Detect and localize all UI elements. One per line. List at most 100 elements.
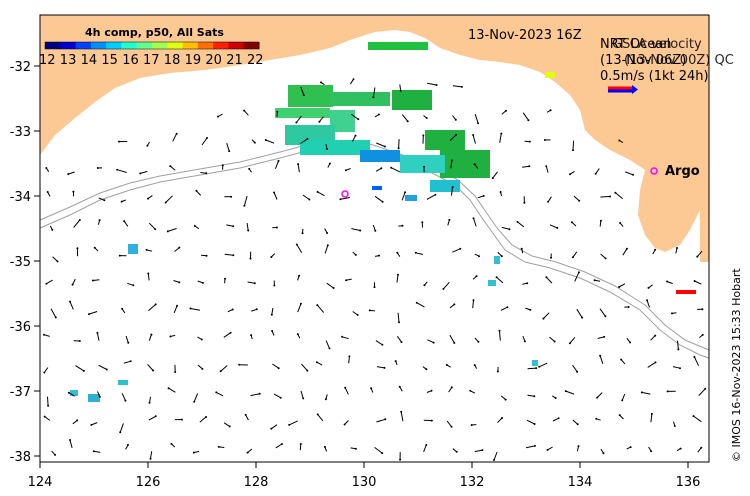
velocity-arrow-head [528, 140, 531, 143]
velocity-arrow [148, 304, 157, 312]
velocity-arrow [396, 336, 402, 343]
velocity-arrow-head [604, 257, 607, 260]
velocity-arrow [599, 355, 604, 365]
velocity-arrow-head [92, 279, 94, 282]
velocity-arrow-head [82, 369, 85, 372]
x-tick-label: 124 [28, 475, 53, 490]
sst-observations [70, 42, 696, 402]
velocity-arrow-head [345, 169, 347, 172]
velocity-arrow-head [478, 255, 480, 258]
velocity-arrow-head [384, 418, 387, 421]
velocity-arrow-head [243, 109, 246, 112]
velocity-arrow [415, 252, 424, 255]
colorbar-segment [75, 42, 92, 49]
velocity-arrow [325, 340, 330, 349]
velocity-arrow-head [625, 247, 628, 250]
velocity-arrow-head [453, 341, 456, 344]
velocity-arrow [119, 423, 124, 433]
velocity-arrow-head [148, 401, 151, 404]
velocity-arrow-head [529, 308, 532, 311]
velocity-arrow-head [270, 313, 273, 316]
velocity-arrow-head [475, 275, 478, 278]
velocity-arrow-head [189, 307, 192, 310]
velocity-arrow-head [406, 120, 409, 123]
velocity-arrow-head [650, 412, 653, 415]
velocity-arrow [398, 139, 400, 149]
velocity-arrow-head [422, 134, 425, 137]
velocity-arrow-head [67, 173, 70, 176]
velocity-arrow-head [205, 416, 207, 418]
velocity-arrow-head [602, 452, 605, 455]
velocity-arrow-head [501, 417, 503, 419]
colorbar-tick-label: 16 [122, 53, 139, 68]
velocity-arrow-head [277, 159, 280, 162]
velocity-arrow [527, 394, 535, 397]
velocity-arrow-head [147, 197, 149, 200]
velocity-arrow-head [118, 254, 121, 257]
colorbar-tick-label: 17 [143, 53, 160, 68]
colorbar-segment [197, 42, 214, 49]
velocity-arrow-head [178, 246, 181, 249]
velocity-arrow-head [123, 220, 126, 223]
map-frame [39, 14, 710, 463]
velocity-arrow-head [368, 309, 371, 312]
velocity-arrow [296, 115, 302, 123]
velocity-arrow-head [459, 247, 462, 250]
velocity-arrow [474, 113, 479, 124]
velocity-arrow-head [469, 389, 472, 392]
velocity-arrow-head [332, 287, 335, 289]
colorbar-segment [182, 42, 199, 49]
velocity-arrow [173, 280, 180, 283]
velocity-arrow-head [533, 444, 536, 447]
velocity-arrow [473, 218, 477, 227]
velocity-arrow-head [356, 313, 359, 316]
velocity-arrow [50, 308, 57, 318]
velocity-arrow [271, 307, 274, 315]
velocity-arrow [201, 137, 208, 146]
velocity-arrow-head [295, 243, 298, 246]
velocity-arrow-head [253, 141, 256, 144]
velocity-arrow-head [295, 121, 298, 124]
velocity-arrow [127, 282, 134, 286]
velocity-arrow-head [93, 246, 96, 249]
colorbar-tick-label: 13 [60, 53, 77, 68]
velocity-arrow-head [538, 365, 541, 368]
y-tick-label: -37 [10, 385, 31, 400]
velocity-arrow-head [217, 115, 219, 118]
velocity-arrow-head [98, 395, 101, 398]
colorbar-segment [136, 42, 153, 49]
velocity-arrow-head [650, 450, 653, 453]
velocity-arrow-head [453, 303, 456, 306]
velocity-arrow-head [434, 193, 437, 196]
velocity-arrow [223, 332, 231, 338]
velocity-arrow [376, 366, 385, 369]
velocity-arrow-head [306, 369, 309, 372]
velocity-arrow [344, 387, 349, 395]
velocity-arrow-head [604, 315, 607, 318]
argo-float-marker [650, 167, 658, 175]
velocity-arrow [517, 221, 525, 228]
velocity-arrow-head [526, 282, 529, 285]
velocity-arrow-head [228, 150, 231, 153]
velocity-arrow-head [357, 118, 360, 121]
velocity-arrow [546, 276, 553, 284]
legend-line2a: (13-Nov 06Z) [600, 53, 686, 68]
velocity-arrow-head [397, 273, 399, 276]
velocity-arrow-head [152, 369, 155, 372]
velocity-arrow-head [377, 113, 380, 116]
velocity-arrow-head [693, 280, 696, 282]
velocity-arrow-head [554, 397, 557, 399]
velocity-arrow-head [264, 139, 267, 141]
velocity-arrow [493, 451, 498, 461]
velocity-arrow-head [169, 165, 172, 168]
velocity-arrow-head [396, 251, 399, 254]
velocity-arrow [449, 134, 457, 141]
velocity-arrow-head [270, 427, 273, 430]
velocity-arrow-head [401, 224, 404, 227]
velocity-arrow-head [147, 272, 150, 275]
velocity-arrow-head [154, 303, 157, 306]
velocity-arrow [246, 223, 249, 231]
x-axis: 124 126 128 130 132 134 136 [28, 462, 700, 490]
y-tick-label: -33 [10, 125, 31, 140]
velocity-arrow-head [599, 219, 602, 222]
